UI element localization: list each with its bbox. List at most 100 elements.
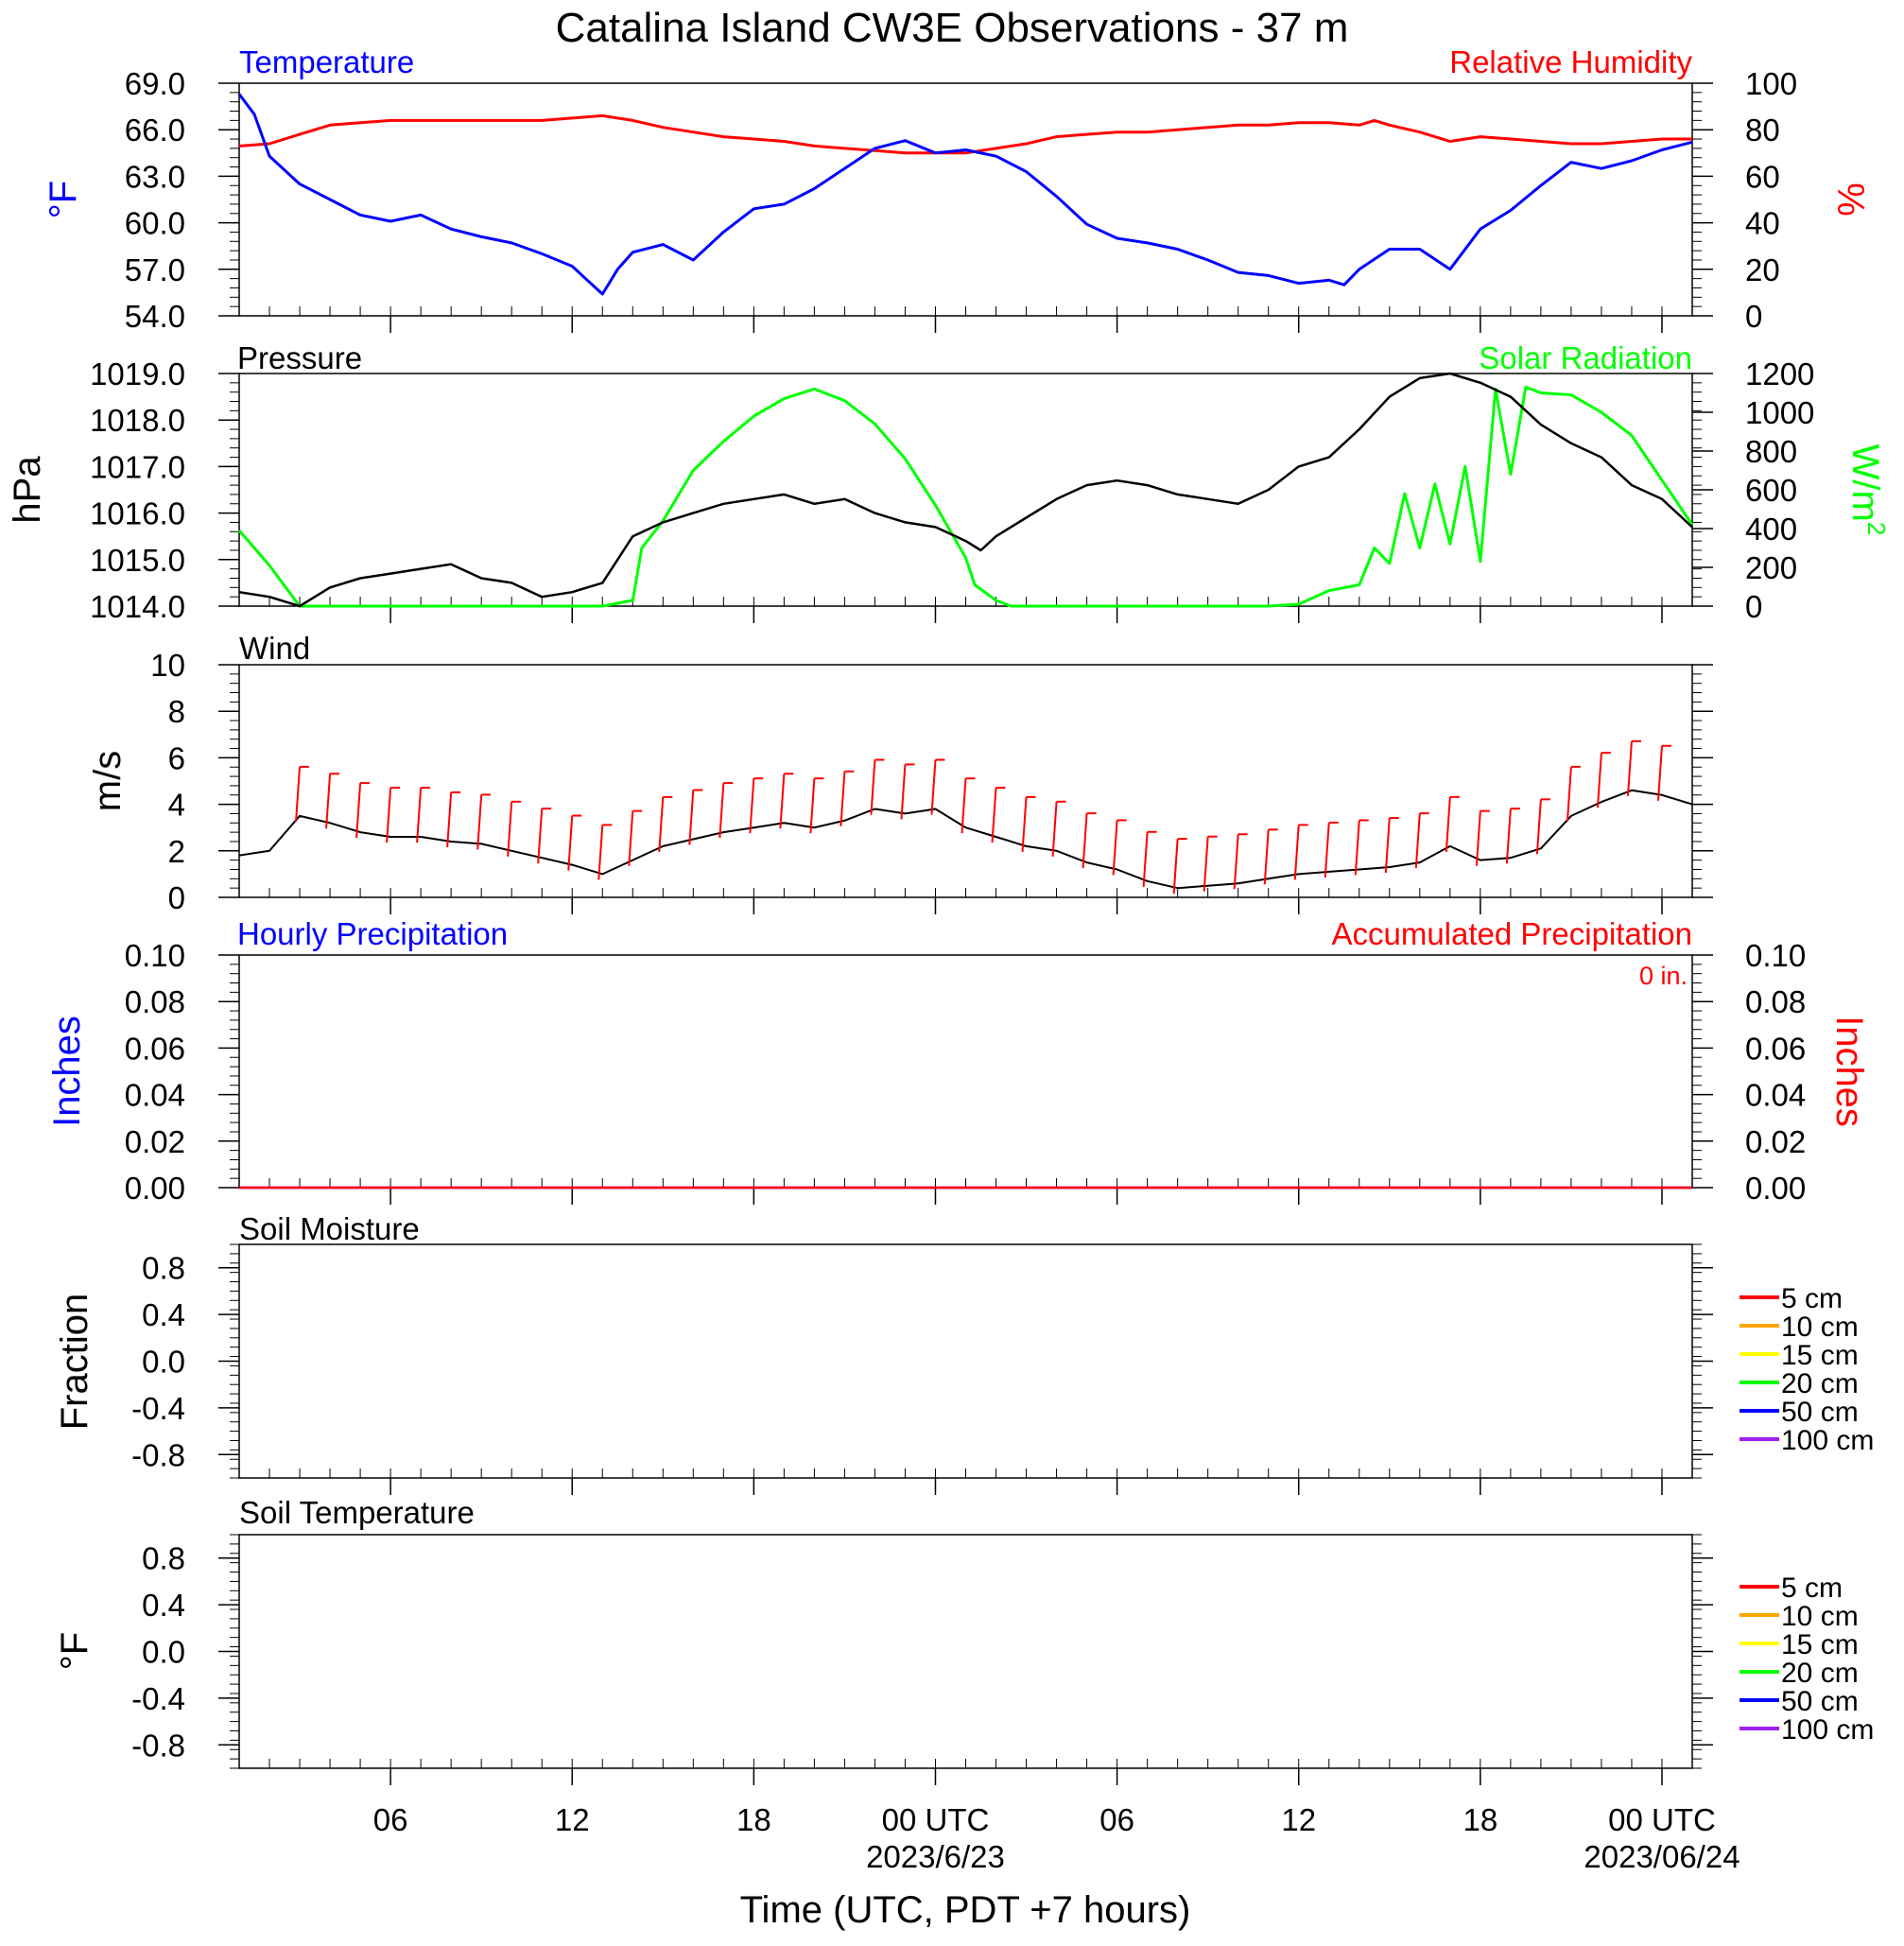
soil-moisture-unit-label: Fraction xyxy=(54,1294,95,1431)
x-tick-label: 06 xyxy=(373,1802,408,1837)
x-tick-label: 12 xyxy=(555,1802,590,1837)
pressure-right-tick-label: 1000 xyxy=(1745,395,1814,430)
solar-unit-label: W/m2 xyxy=(1844,444,1891,536)
temperature-line xyxy=(237,93,1693,296)
wind-barb xyxy=(597,825,604,880)
pressure-left-tick-label: 1015.0 xyxy=(90,543,185,578)
wind-barb xyxy=(1293,825,1300,880)
soil_moisture-left-tick-label: 0.0 xyxy=(142,1345,185,1380)
soil_temperature-left-tick-label: -0.4 xyxy=(131,1681,185,1716)
precip-right-tick-label: 0.06 xyxy=(1745,1031,1806,1066)
pressure-left-tick-label: 1016.0 xyxy=(90,496,185,531)
pressure-left-tick-label: 1017.0 xyxy=(90,449,185,484)
wind-barb xyxy=(1414,813,1421,869)
pressure-right-tick-label: 200 xyxy=(1745,550,1797,585)
precip-right-tick-label: 0.04 xyxy=(1745,1078,1806,1113)
wind-unit-label: m/s xyxy=(87,751,129,811)
temperature-left-tick-label: 57.0 xyxy=(125,252,185,287)
soil-moisture-legend-label: 100 cm xyxy=(1781,1425,1874,1456)
temperature-left-tick-label: 54.0 xyxy=(125,299,185,334)
hourly-precip-title: Hourly Precipitation xyxy=(237,916,508,951)
wind-title: Wind xyxy=(239,631,310,666)
wind-barb xyxy=(1112,820,1118,876)
precip-right-tick-label: 0.08 xyxy=(1745,984,1806,1019)
soil-moisture-legend-label: 50 cm xyxy=(1781,1397,1859,1428)
wind-barb xyxy=(1475,810,1481,866)
wind-barb xyxy=(779,773,786,829)
wind-barb xyxy=(1324,822,1330,878)
wind-barb xyxy=(567,815,574,871)
soil_moisture-left-tick-label: -0.4 xyxy=(131,1391,185,1426)
wind-barb xyxy=(749,778,755,834)
soil-temperature-unit-label: °F xyxy=(54,1632,95,1670)
wind-left-tick-label: 6 xyxy=(168,740,185,775)
wind-left-tick-label: 2 xyxy=(168,834,185,869)
wind-barb xyxy=(507,801,513,857)
precip-left-unit-label: Inches xyxy=(46,1016,88,1127)
wind-barb xyxy=(628,810,634,866)
pressure-left-tick-label: 1018.0 xyxy=(90,403,185,438)
wind-barb xyxy=(476,794,483,850)
temperature-right-tick-label: 0 xyxy=(1745,299,1762,334)
wind-barb xyxy=(658,796,665,852)
wind-barb xyxy=(1384,817,1391,874)
pressure-title: Pressure xyxy=(237,340,362,375)
x-tick-date-label: 2023/6/23 xyxy=(866,1839,1005,1874)
temperature-right-tick-label: 60 xyxy=(1745,159,1780,194)
temperature-panel-frame xyxy=(238,82,1693,317)
wind-barb xyxy=(870,759,876,815)
wind-barb xyxy=(1233,834,1239,890)
x-tick-label: 00 UTC xyxy=(1608,1802,1716,1837)
x-tick-label: 06 xyxy=(1099,1802,1134,1837)
soil_temperature-left-tick-label: 0.0 xyxy=(142,1635,185,1670)
soil-moisture-legend-label: 20 cm xyxy=(1781,1368,1859,1399)
wind-left-tick-label: 0 xyxy=(168,880,185,915)
wind-left-tick-label: 8 xyxy=(168,694,185,729)
wind-barb xyxy=(537,808,544,864)
humidity-line xyxy=(238,113,1692,155)
pressure-panel-frame xyxy=(238,373,1693,607)
soil-moisture-title: Soil Moisture xyxy=(239,1211,420,1246)
x-axis-label: Time (UTC, PDT +7 hours) xyxy=(740,1889,1191,1931)
soil-temperature-legend-label: 20 cm xyxy=(1781,1658,1859,1689)
solar-unit-text: W/m xyxy=(1844,444,1886,522)
wind-barb xyxy=(1505,808,1512,864)
precip-left-tick-label: 0.10 xyxy=(125,938,185,973)
humidity-unit-label: % xyxy=(1829,182,1871,217)
wind-barb xyxy=(325,773,332,829)
accum-precip-title: Accumulated Precipitation xyxy=(1331,916,1692,951)
temperature-right-tick-label: 80 xyxy=(1745,113,1780,148)
pressure-unit-label: hPa xyxy=(7,456,48,524)
wind-barb xyxy=(446,791,453,848)
soil_temperature-left-tick-label: 0.4 xyxy=(142,1588,185,1623)
wind-barb xyxy=(718,783,725,839)
temperature-title: Temperature xyxy=(239,44,414,79)
series-layer xyxy=(237,93,1694,1190)
precip-right-tick-label: 0.10 xyxy=(1745,938,1806,973)
precip-right-unit-label: Inches xyxy=(1828,1016,1870,1127)
soil-moisture-legend-label: 5 cm xyxy=(1781,1283,1843,1314)
soil-temperature-legend-label: 10 cm xyxy=(1781,1601,1859,1632)
precip-left-tick-label: 0.06 xyxy=(125,1031,185,1066)
wind-barb xyxy=(416,787,423,843)
solar-radiation-line xyxy=(237,385,1694,608)
x-tick-label: 00 UTC xyxy=(882,1802,990,1837)
soil_moisture-left-tick-label: 0.8 xyxy=(142,1251,185,1286)
temperature-left-tick-label: 66.0 xyxy=(125,113,185,148)
soil-moisture-legend-label: 15 cm xyxy=(1781,1340,1859,1371)
wind-barb xyxy=(1051,801,1058,857)
pressure-left-tick-label: 1014.0 xyxy=(90,589,185,624)
temperature-unit-label: °F xyxy=(43,181,84,218)
wind-speed-line xyxy=(238,789,1693,890)
wind-barb xyxy=(900,764,907,820)
temperature-right-tick-label: 20 xyxy=(1745,252,1780,287)
soil-temperature-legend-label: 50 cm xyxy=(1781,1686,1859,1717)
pressure-right-tick-label: 400 xyxy=(1745,512,1797,547)
precip-left-tick-label: 0.04 xyxy=(125,1078,185,1113)
wind-barb xyxy=(386,787,392,843)
wind-barb xyxy=(1626,740,1633,796)
chart-title: Catalina Island CW3E Observations - 37 m xyxy=(556,5,1349,51)
solar-radiation-title: Solar Radiation xyxy=(1479,340,1692,375)
